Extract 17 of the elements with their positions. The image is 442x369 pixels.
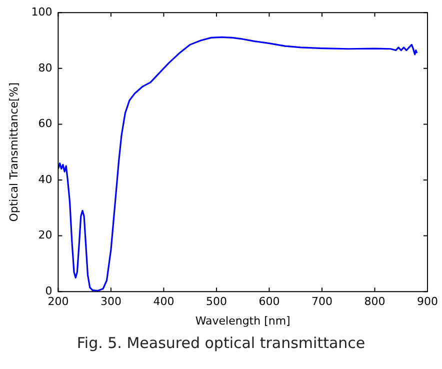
x-tick-label: 400 (153, 295, 174, 308)
y-tick-label: 40 (38, 172, 52, 186)
x-tick-label: 200 (48, 295, 69, 308)
y-tick-label: 20 (38, 228, 52, 242)
x-axis-title: Wavelength [nm] (195, 314, 290, 328)
y-axis-title: Optical Transmittance[%] (7, 82, 20, 222)
x-tick-label: 300 (100, 295, 122, 308)
x-tick-label: 600 (258, 295, 280, 308)
y-tick-label: 100 (31, 5, 52, 18)
y-tick-label: 0 (45, 284, 52, 298)
x-tick-label: 700 (311, 295, 332, 308)
caption: Fig. 5. Measured optical transmittance (76, 334, 366, 352)
x-tick-label: 800 (364, 295, 386, 308)
x-tick-label: 500 (206, 295, 227, 308)
y-tick-label: 60 (38, 117, 52, 130)
x-tick-label: 900 (417, 295, 438, 308)
y-tick-label: 80 (38, 61, 52, 74)
